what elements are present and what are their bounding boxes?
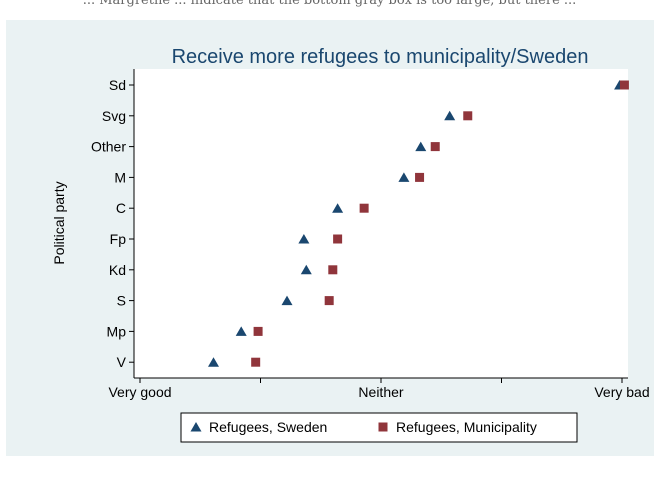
legend-marker [190, 422, 202, 432]
y-tick-label: Svg [102, 108, 126, 124]
point-refugees-municipality [619, 80, 629, 90]
point-refugees-sweden [281, 295, 293, 306]
x-tick-label: Neither [358, 384, 403, 400]
point-refugees-municipality [253, 326, 263, 336]
point-refugees-municipality [324, 296, 334, 306]
legend-marker [378, 422, 388, 432]
point-refugees-municipality [430, 142, 440, 152]
y-tick-label: M [114, 169, 126, 185]
x-tick-label: Very good [108, 384, 171, 400]
point-refugees-sweden [208, 357, 220, 367]
point-refugees-municipality [333, 234, 343, 244]
y-tick-label: Fp [110, 231, 127, 247]
y-tick-label: S [117, 293, 126, 309]
y-axis-title: Political party [51, 181, 67, 264]
y-tick-label: Kd [109, 262, 126, 278]
point-refugees-sweden [444, 110, 456, 121]
point-refugees-sweden [298, 234, 310, 244]
point-refugees-sweden [300, 264, 312, 275]
point-refugees-sweden [415, 141, 427, 152]
x-tick-label: Very bad [594, 384, 649, 400]
y-tick-label: V [117, 354, 127, 370]
point-refugees-municipality [359, 203, 369, 213]
point-refugees-municipality [463, 111, 473, 121]
legend-box [180, 412, 578, 443]
plot-area [134, 69, 628, 378]
legend: Refugees, Sweden Refugees, Municipality [180, 412, 578, 443]
y-tick-label: C [116, 200, 126, 216]
y-tick-label: Mp [107, 323, 127, 339]
y-tick-label: Other [91, 139, 126, 155]
point-refugees-municipality [251, 357, 261, 367]
legend-label: Refugees, Municipality [396, 419, 537, 435]
chart-title: Receive more refugees to municipality/Sw… [172, 46, 589, 68]
header-text: ... Margrethe ... indicate that the bott… [82, 0, 577, 8]
point-refugees-municipality [415, 172, 425, 182]
point-refugees-sweden [235, 326, 247, 336]
point-refugees-municipality [328, 265, 338, 275]
point-refugees-sweden [398, 172, 410, 182]
point-refugees-sweden [332, 203, 344, 213]
legend-label: Refugees, Sweden [209, 419, 327, 435]
y-tick-label: Sd [109, 77, 126, 93]
